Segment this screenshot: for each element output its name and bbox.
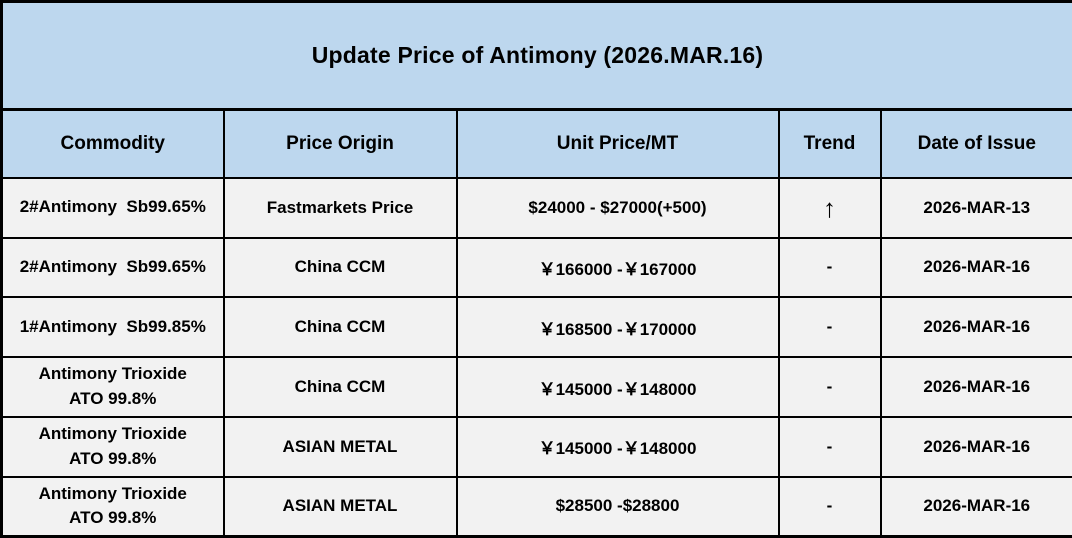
unit-price-cell: ￥145000 -￥148000 xyxy=(455,356,780,418)
page-title: Update Price of Antimony (2026.MAR.16) xyxy=(0,0,1072,112)
commodity-cell: 1#Antimony Sb99.85% xyxy=(0,296,225,359)
unit-price-cell: ￥145000 -￥148000 xyxy=(455,415,780,478)
table-row: 2#Antimony Sb99.65% China CCM ￥166000 -￥… xyxy=(0,236,1072,299)
date-of-issue-cell: 2026-MAR-16 xyxy=(879,236,1072,299)
table-row: Antimony Trioxide ATO 99.8% China CCM ￥1… xyxy=(0,356,1072,418)
dash-icon: - xyxy=(777,296,882,359)
table-row: Antimony Trioxide ATO 99.8% ASIAN METAL … xyxy=(0,475,1072,538)
unit-price-cell: ￥168500 -￥170000 xyxy=(455,296,780,359)
column-header-unit-price: Unit Price/MT xyxy=(455,108,780,179)
price-origin-cell: China CCM xyxy=(222,296,458,359)
table-row: 2#Antimony Sb99.65% Fastmarkets Price $2… xyxy=(0,176,1072,239)
date-of-issue-cell: 2026-MAR-16 xyxy=(879,296,1072,359)
dash-icon: - xyxy=(777,356,882,418)
column-header-commodity: Commodity xyxy=(0,108,225,179)
commodity-cell: Antimony Trioxide ATO 99.8% xyxy=(0,356,225,418)
commodity-cell: 2#Antimony Sb99.65% xyxy=(0,236,225,299)
date-of-issue-cell: 2026-MAR-16 xyxy=(879,475,1072,538)
price-origin-cell: China CCM xyxy=(222,236,458,299)
price-origin-cell: ASIAN METAL xyxy=(222,475,458,538)
commodity-cell: 2#Antimony Sb99.65% xyxy=(0,176,225,239)
dash-icon: - xyxy=(777,475,882,538)
commodity-cell: Antimony Trioxide ATO 99.8% xyxy=(0,415,225,478)
column-header-date-of-issue: Date of Issue xyxy=(879,108,1072,179)
table-row: Antimony Trioxide ATO 99.8% ASIAN METAL … xyxy=(0,415,1072,478)
unit-price-cell: $28500 -$28800 xyxy=(455,475,780,538)
price-origin-cell: ASIAN METAL xyxy=(222,415,458,478)
unit-price-cell: $24000 - $27000(+500) xyxy=(455,176,780,239)
date-of-issue-cell: 2026-MAR-16 xyxy=(879,415,1072,478)
column-header-price-origin: Price Origin xyxy=(222,108,458,179)
commodity-cell: Antimony Trioxide ATO 99.8% xyxy=(0,475,225,538)
title-row: Update Price of Antimony (2026.MAR.16) xyxy=(0,0,1072,112)
dash-icon: - xyxy=(777,236,882,299)
price-origin-cell: Fastmarkets Price xyxy=(222,176,458,239)
table-header-row: Commodity Price Origin Unit Price/MT Tre… xyxy=(0,108,1072,179)
dash-icon: - xyxy=(777,415,882,478)
column-header-trend: Trend xyxy=(777,108,882,179)
date-of-issue-cell: 2026-MAR-13 xyxy=(879,176,1072,239)
date-of-issue-cell: 2026-MAR-16 xyxy=(879,356,1072,418)
table-row: 1#Antimony Sb99.85% China CCM ￥168500 -￥… xyxy=(0,296,1072,359)
price-origin-cell: China CCM xyxy=(222,356,458,418)
up-arrow-icon: ↑ xyxy=(777,176,882,239)
unit-price-cell: ￥166000 -￥167000 xyxy=(455,236,780,299)
